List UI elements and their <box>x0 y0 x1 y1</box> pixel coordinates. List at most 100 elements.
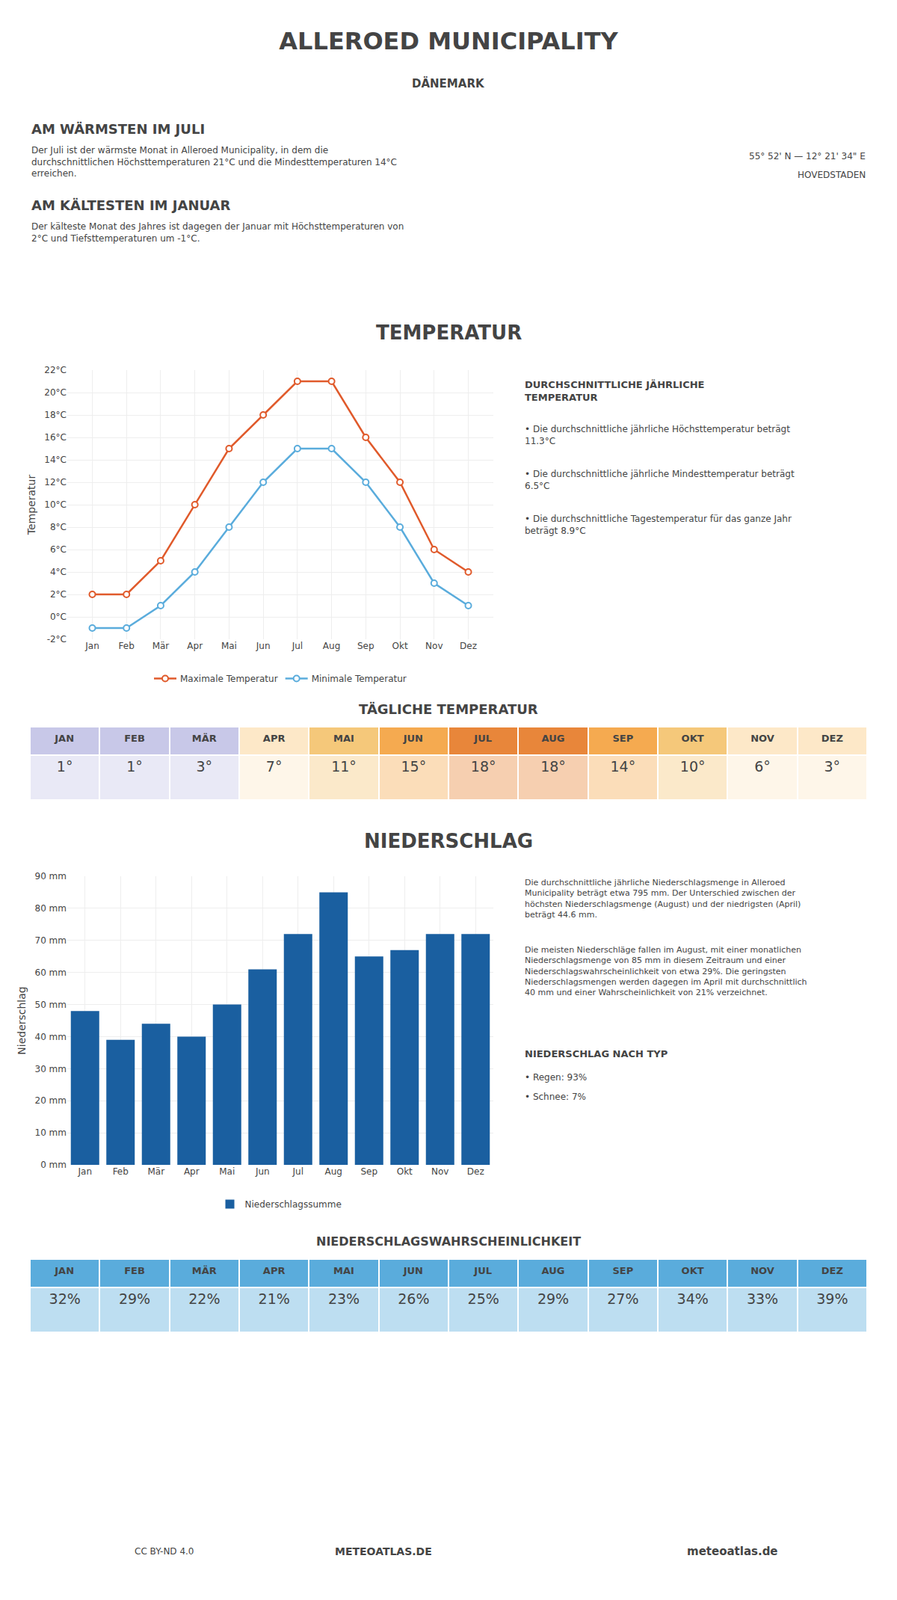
svg-text:ALLEROED MUNICIPALITY: ALLEROED MUNICIPALITY <box>278 26 619 56</box>
svg-text:Nov: Nov <box>431 1166 449 1177</box>
svg-text:18°C: 18°C <box>44 409 67 421</box>
svg-text:TÄGLICHE TEMPERATUR: TÄGLICHE TEMPERATUR <box>358 701 539 717</box>
svg-text:1°: 1° <box>126 757 143 775</box>
svg-text:-2°C: -2°C <box>47 633 67 645</box>
svg-text:10 mm: 10 mm <box>35 1127 67 1138</box>
svg-text:10°C: 10°C <box>44 499 67 510</box>
svg-text:Aug: Aug <box>322 640 341 652</box>
svg-text:Jun: Jun <box>255 640 271 652</box>
svg-text:20°C: 20°C <box>44 387 67 398</box>
svg-text:Feb: Feb <box>112 1166 129 1177</box>
svg-text:METEOATLAS.DE: METEOATLAS.DE <box>334 1545 433 1558</box>
svg-text:AUG: AUG <box>541 1264 566 1276</box>
svg-text:JUL: JUL <box>473 1264 492 1276</box>
svg-text:Dez: Dez <box>459 640 477 652</box>
svg-text:Jun: Jun <box>254 1166 270 1177</box>
svg-text:55° 52' N — 12° 21' 34" E: 55° 52' N — 12° 21' 34" E <box>748 150 866 162</box>
svg-text:29%: 29% <box>118 1290 151 1307</box>
svg-text:DEZ: DEZ <box>821 1264 844 1276</box>
svg-text:Mai: Mai <box>219 1166 235 1177</box>
svg-text:11°: 11° <box>331 757 357 775</box>
svg-text:Maximale Temperatur: Maximale Temperatur <box>180 673 279 684</box>
svg-text:Mai: Mai <box>221 640 237 652</box>
svg-text:NIEDERSCHLAG NACH TYP: NIEDERSCHLAG NACH TYP <box>524 1047 668 1060</box>
svg-text:• Regen: 93%: • Regen: 93% <box>524 1071 587 1083</box>
svg-text:10°: 10° <box>680 757 706 775</box>
svg-text:Okt: Okt <box>391 640 408 652</box>
svg-text:DÄNEMARK: DÄNEMARK <box>411 76 486 91</box>
svg-text:MÄR: MÄR <box>192 732 217 744</box>
svg-text:Die durchschnittliche jährlich: Die durchschnittliche jährliche Niedersc… <box>524 877 801 920</box>
svg-text:Niederschlagssumme: Niederschlagssumme <box>245 1198 342 1210</box>
svg-text:18°: 18° <box>540 757 566 775</box>
svg-text:8°C: 8°C <box>50 521 67 533</box>
svg-text:22°C: 22°C <box>44 364 67 376</box>
svg-text:32%: 32% <box>49 1290 81 1307</box>
svg-text:16°C: 16°C <box>44 432 67 443</box>
svg-text:JAN: JAN <box>53 732 75 744</box>
svg-text:NOV: NOV <box>750 732 775 744</box>
svg-text:90 mm: 90 mm <box>35 870 67 882</box>
svg-text:Niederschlag: Niederschlag <box>15 985 28 1054</box>
svg-text:39%: 39% <box>816 1290 848 1307</box>
svg-text:AM KÄLTESTEN IM JANUAR: AM KÄLTESTEN IM JANUAR <box>31 197 231 214</box>
svg-text:7°: 7° <box>266 757 283 775</box>
svg-text:Mär: Mär <box>147 1166 165 1177</box>
svg-text:Die meisten Niederschläge fall: Die meisten Niederschläge fallen im Augu… <box>524 944 808 998</box>
svg-text:• Schnee: 7%: • Schnee: 7% <box>524 1091 587 1102</box>
svg-text:14°C: 14°C <box>44 454 67 465</box>
svg-text:Okt: Okt <box>396 1166 413 1177</box>
svg-text:21%: 21% <box>258 1290 291 1307</box>
svg-text:Der Juli ist der wärmste Monat: Der Juli ist der wärmste Monat in Allero… <box>31 145 397 179</box>
svg-text:JUN: JUN <box>402 1264 424 1276</box>
svg-text:DEZ: DEZ <box>821 732 844 744</box>
svg-text:HOVEDSTADEN: HOVEDSTADEN <box>797 169 866 181</box>
svg-text:2°C: 2°C <box>50 589 67 600</box>
svg-text:50 mm: 50 mm <box>35 999 67 1010</box>
svg-text:JUL: JUL <box>473 732 492 744</box>
svg-text:0 mm: 0 mm <box>40 1159 67 1170</box>
svg-text:Nov: Nov <box>425 640 443 652</box>
svg-text:18°: 18° <box>470 757 497 775</box>
svg-text:Der kälteste Monat des Jahres: Der kälteste Monat des Jahres ist dagege… <box>31 221 404 244</box>
svg-text:27%: 27% <box>606 1290 639 1307</box>
svg-text:Jul: Jul <box>291 640 303 652</box>
svg-text:TEMPERATUR: TEMPERATUR <box>375 321 522 344</box>
svg-text:NIEDERSCHLAG: NIEDERSCHLAG <box>364 829 533 853</box>
svg-text:SEP: SEP <box>612 1264 634 1276</box>
svg-text:Jan: Jan <box>84 640 100 652</box>
svg-text:Mär: Mär <box>152 640 170 652</box>
svg-text:OKT: OKT <box>681 1264 705 1276</box>
svg-text:Sep: Sep <box>360 1166 378 1177</box>
svg-text:26%: 26% <box>397 1290 430 1307</box>
svg-text:Jan: Jan <box>77 1166 93 1177</box>
svg-text:80 mm: 80 mm <box>35 902 67 914</box>
svg-text:30 mm: 30 mm <box>35 1063 67 1075</box>
svg-text:25%: 25% <box>467 1290 500 1307</box>
svg-text:3°: 3° <box>196 757 214 775</box>
svg-text:23%: 23% <box>328 1290 360 1307</box>
svg-text:MAI: MAI <box>333 732 355 744</box>
svg-text:40 mm: 40 mm <box>35 1031 67 1043</box>
svg-text:AM WÄRMSTEN IM JULI: AM WÄRMSTEN IM JULI <box>31 121 205 137</box>
svg-text:NIEDERSCHLAGSWAHRSCHEINLICHKEI: NIEDERSCHLAGSWAHRSCHEINLICHKEIT <box>316 1234 581 1249</box>
svg-text:JAN: JAN <box>53 1264 75 1276</box>
svg-text:Dez: Dez <box>467 1166 485 1177</box>
svg-text:4°C: 4°C <box>50 566 67 578</box>
svg-text:22%: 22% <box>188 1290 220 1307</box>
svg-text:1°: 1° <box>56 757 74 775</box>
svg-text:CC BY-ND 4.0: CC BY-ND 4.0 <box>134 1545 195 1557</box>
svg-text:SEP: SEP <box>612 732 634 744</box>
svg-text:FEB: FEB <box>124 1264 146 1276</box>
svg-text:NOV: NOV <box>750 1264 775 1276</box>
svg-text:20 mm: 20 mm <box>35 1095 67 1106</box>
svg-text:FEB: FEB <box>124 732 146 744</box>
svg-text:Minimale Temperatur: Minimale Temperatur <box>311 673 407 684</box>
svg-text:MÄR: MÄR <box>192 1264 217 1276</box>
svg-text:70 mm: 70 mm <box>35 935 67 946</box>
svg-text:AUG: AUG <box>541 732 566 744</box>
svg-text:Jul: Jul <box>292 1166 304 1177</box>
svg-text:60 mm: 60 mm <box>35 967 67 978</box>
svg-text:APR: APR <box>263 1264 286 1276</box>
svg-text:JUN: JUN <box>402 732 424 744</box>
